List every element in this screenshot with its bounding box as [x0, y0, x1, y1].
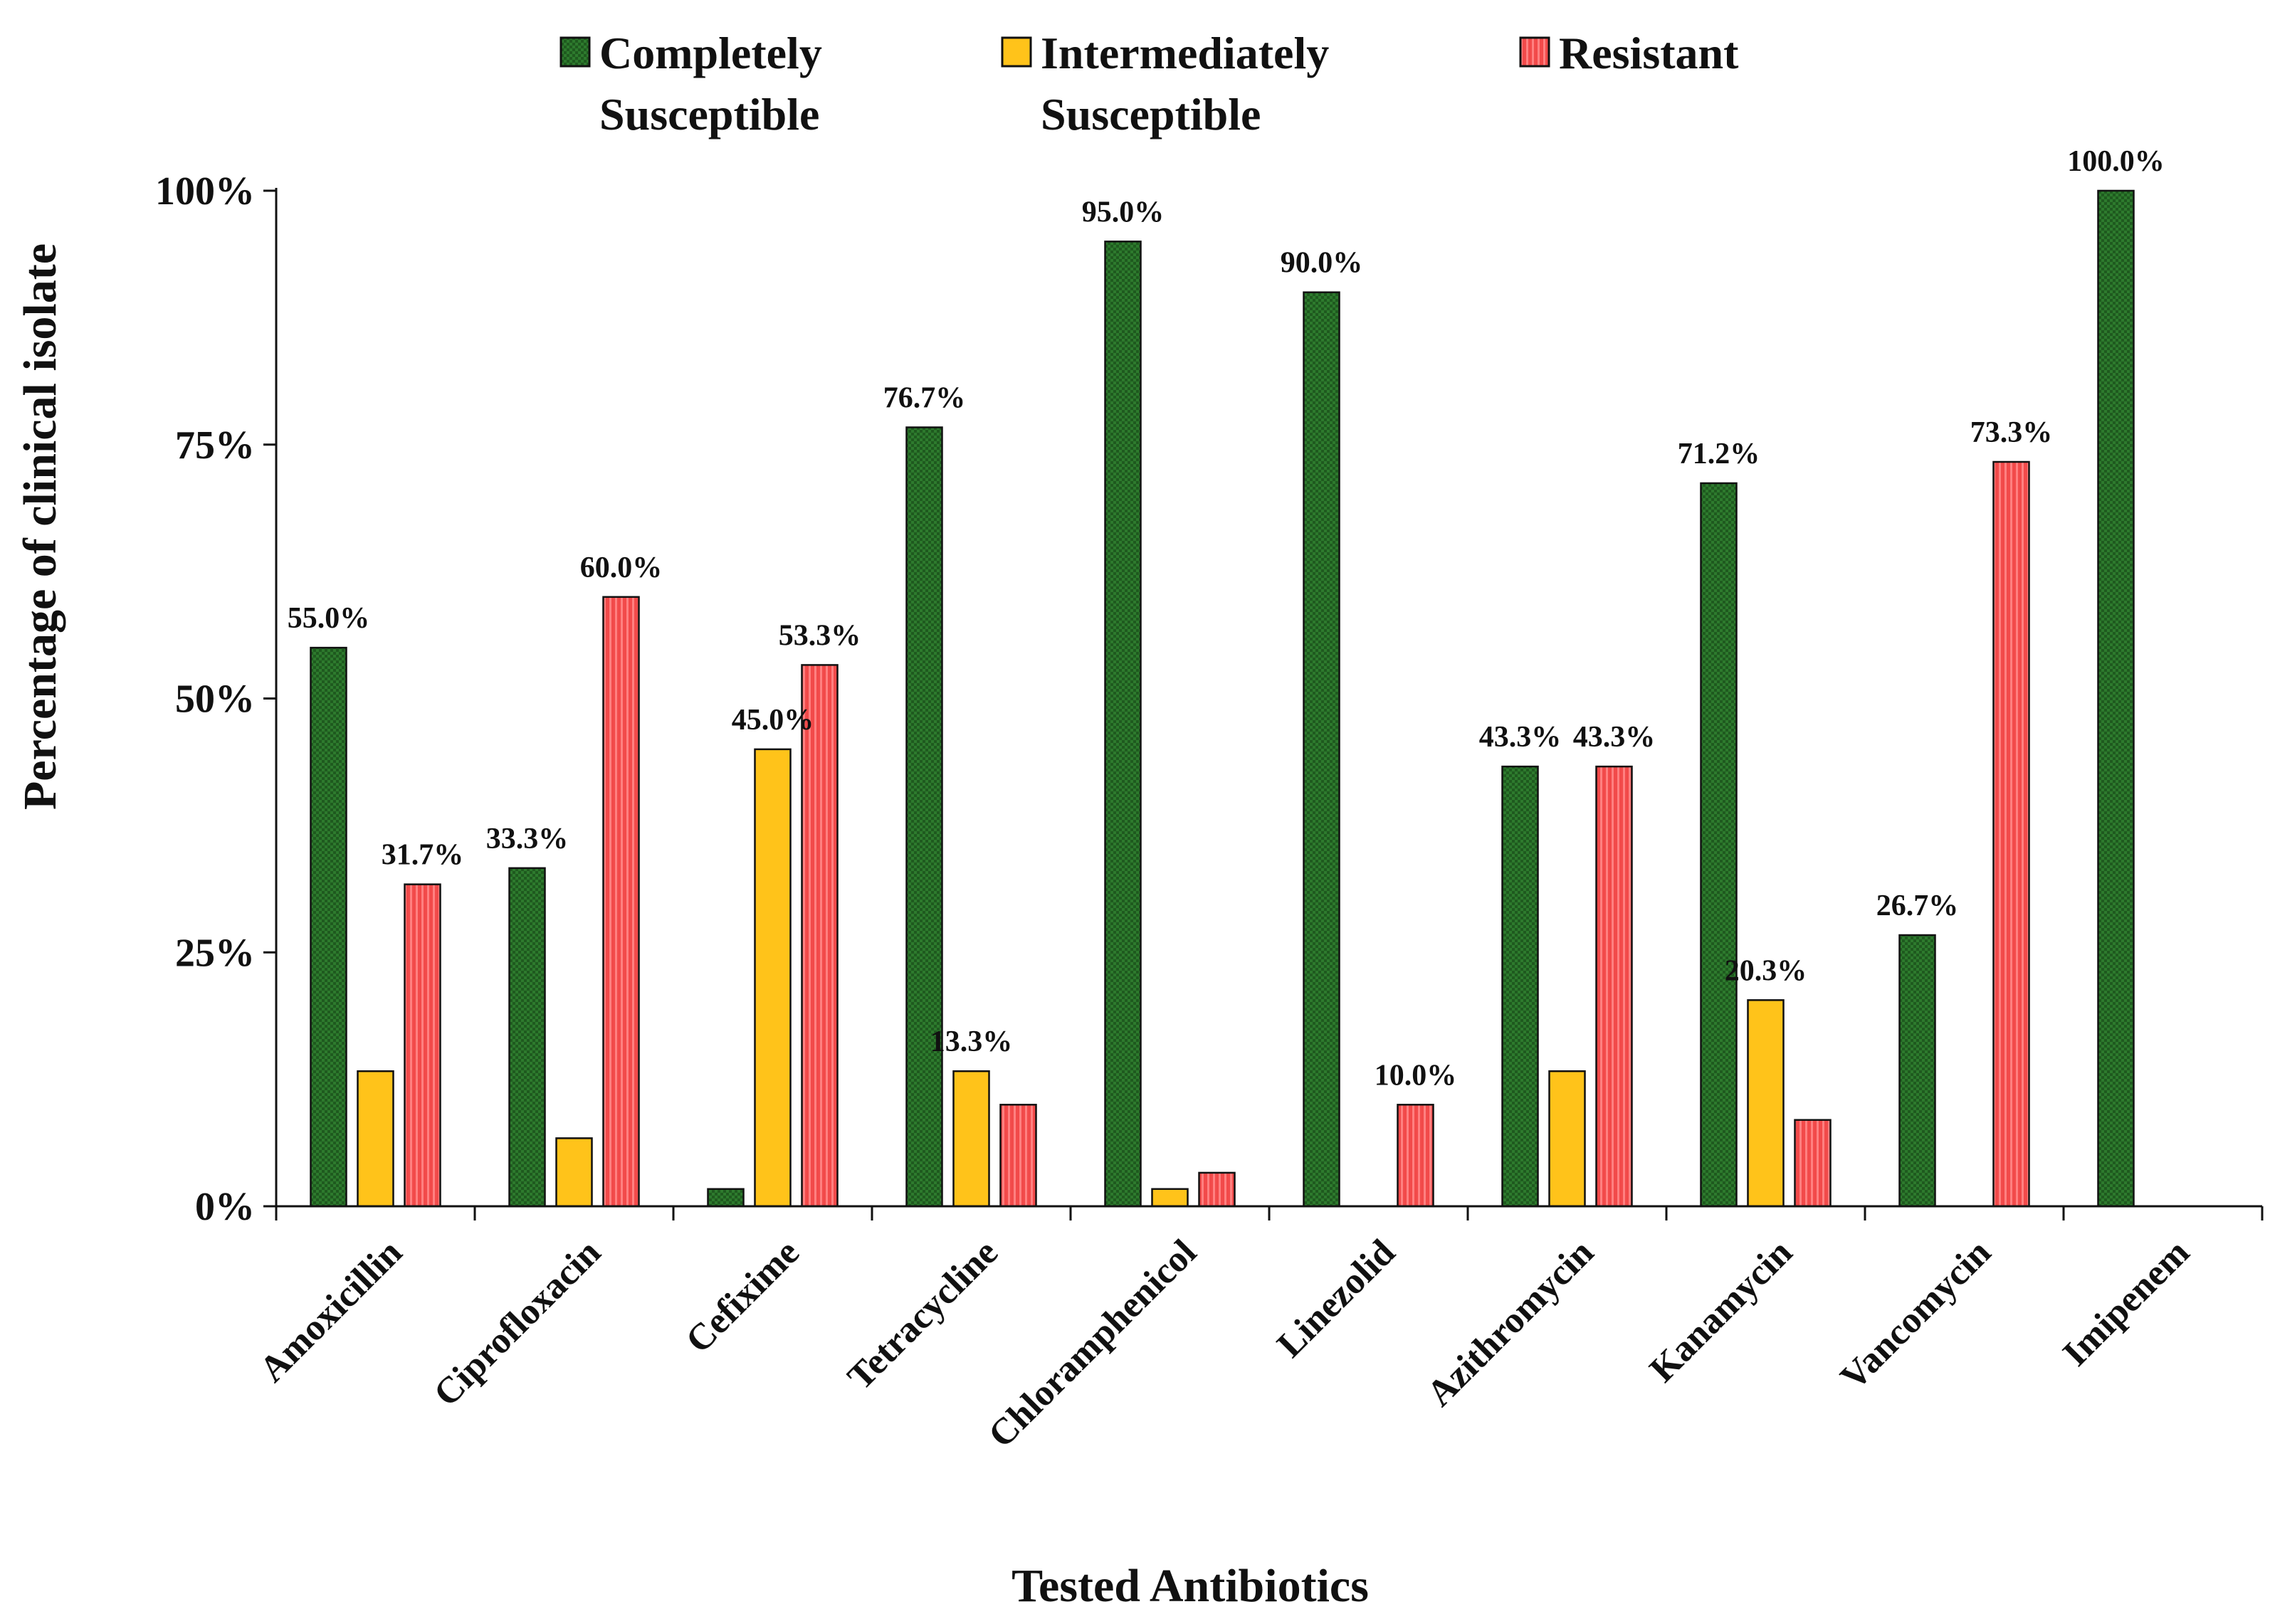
bar-amoxicillin-intermediately-susceptible [357, 1070, 394, 1208]
bar-cefixime-resistant [801, 664, 839, 1208]
data-labels: 55.0% 31.7% 33.3% 60.0% 45.0% 53.3% 76.7% 13.3%… [288, 145, 2165, 1092]
bars [310, 189, 2135, 1208]
x-axis-ticks [275, 1206, 2264, 1220]
bar-azithromycin-intermediately-susceptible [1548, 1070, 1586, 1208]
category-label-tetracycline: Tetracycline [840, 1232, 1006, 1398]
y-tick-label: 25% [175, 931, 255, 975]
bar-vancomycin-completely-susceptible [1898, 934, 1936, 1208]
bar-vancomycin-resistant [1992, 460, 2030, 1208]
bar-tetracycline-resistant [999, 1104, 1037, 1208]
data-label-azithromycin-resistant: 43.3% [1573, 721, 1656, 754]
y-tick-label: 100% [155, 169, 255, 213]
y-tick-label: 50% [175, 677, 255, 722]
bar-tetracycline-intermediately-susceptible [952, 1070, 990, 1208]
legend-entry-resistant: Resistant [1519, 28, 1739, 78]
legend-swatch-completely-susceptible [559, 36, 591, 68]
bar-chloramphenicol-resistant [1198, 1171, 1236, 1208]
category-label-imipenem: Imipenem [2055, 1232, 2197, 1374]
bar-linezolid-resistant [1397, 1104, 1434, 1208]
legend-label-completely-susceptible-line1: Completely [599, 28, 822, 78]
legend-swatch-resistant [1519, 36, 1550, 68]
legend-label-resistant: Resistant [1559, 28, 1739, 78]
category-label-azithromycin: Azithromycin [1419, 1232, 1602, 1414]
bar-cefixime-completely-susceptible [707, 1188, 745, 1208]
legend-label-completely-susceptible-line2: Susceptible [599, 89, 819, 139]
legend-entry-intermediately-susceptible: Intermediately Susceptible [1001, 28, 1329, 139]
bar-tetracycline-completely-susceptible [905, 426, 943, 1208]
category-labels: Amoxicillin Ciprofloxacin Cefixime Tetracyc… [252, 1232, 2197, 1455]
data-label-vancomycin-completely-susceptible: 26.7% [1876, 890, 1959, 922]
category-label-amoxicillin: Amoxicillin [252, 1232, 410, 1390]
bar-ciprofloxacin-completely-susceptible [508, 867, 546, 1208]
data-label-linezolid-completely-susceptible: 90.0% [1281, 247, 1363, 280]
data-label-vancomycin-resistant: 73.3% [1970, 416, 2053, 449]
data-label-azithromycin-completely-susceptible: 43.3% [1479, 721, 1562, 754]
y-tick-label: 75% [175, 423, 255, 468]
data-label-kanamycin-intermediately-susceptible: 20.3% [1725, 954, 1807, 987]
data-label-cefixime-resistant: 53.3% [779, 619, 861, 652]
bar-amoxicillin-resistant [404, 883, 441, 1208]
bar-cefixime-intermediately-susceptible [754, 748, 792, 1208]
y-axis-title: Percentage of clinical isolate [14, 243, 66, 810]
bar-azithromycin-completely-susceptible [1501, 765, 1539, 1208]
axes [275, 188, 2262, 1208]
data-label-ciprofloxacin-completely-susceptible: 33.3% [486, 823, 569, 855]
data-label-tetracycline-completely-susceptible: 76.7% [883, 381, 966, 414]
y-tick-label: 0% [195, 1185, 255, 1229]
category-label-vancomycin: Vancomycin [1833, 1232, 1999, 1398]
category-label-ciprofloxacin: Ciprofloxacin [426, 1232, 609, 1414]
y-axis-ticks: 0% 25% 50% 75% 100% [155, 169, 276, 1229]
data-label-chloramphenicol-completely-susceptible: 95.0% [1082, 196, 1165, 228]
data-label-ciprofloxacin-resistant: 60.0% [580, 552, 663, 584]
data-label-amoxicillin-completely-susceptible: 55.0% [288, 602, 370, 635]
bar-kanamycin-resistant [1794, 1119, 1832, 1208]
legend-swatch-intermediately-susceptible [1001, 36, 1032, 68]
bar-chloramphenicol-completely-susceptible [1104, 241, 1142, 1208]
data-label-tetracycline-intermediately-susceptible: 13.3% [930, 1025, 1013, 1058]
x-axis-title: Tested Antibiotics [1011, 1560, 1369, 1612]
legend-label-intermediately-susceptible-line1: Intermediately [1041, 28, 1329, 78]
bar-amoxicillin-completely-susceptible [310, 646, 347, 1208]
bar-azithromycin-resistant [1595, 765, 1633, 1208]
legend-entry-completely-susceptible: Completely Susceptible [559, 28, 822, 139]
bar-imipenem-completely-susceptible [2097, 189, 2135, 1208]
legend-label-intermediately-susceptible-line2: Susceptible [1041, 89, 1261, 139]
legend: Completely Susceptible Intermediately Su… [559, 28, 1739, 139]
category-label-kanamycin: Kanamycin [1642, 1232, 1800, 1390]
bar-kanamycin-intermediately-susceptible [1747, 999, 1785, 1208]
bar-linezolid-completely-susceptible [1303, 291, 1340, 1208]
data-label-linezolid-resistant: 10.0% [1375, 1059, 1457, 1092]
data-label-kanamycin-completely-susceptible: 71.2% [1678, 438, 1760, 470]
category-label-linezolid: Linezolid [1270, 1232, 1403, 1365]
bar-kanamycin-completely-susceptible [1700, 482, 1738, 1208]
bar-chloramphenicol-intermediately-susceptible [1151, 1188, 1189, 1208]
category-label-cefixime: Cefixime [678, 1232, 807, 1361]
bar-ciprofloxacin-resistant [602, 596, 640, 1208]
data-label-cefixime-intermediately-susceptible: 45.0% [732, 704, 814, 737]
category-label-chloramphenicol: Chloramphenicol [981, 1232, 1204, 1455]
data-label-imipenem-completely-susceptible: 100.0% [2067, 145, 2165, 178]
data-label-amoxicillin-resistant: 31.7% [382, 839, 464, 872]
bar-ciprofloxacin-intermediately-susceptible [555, 1137, 593, 1208]
